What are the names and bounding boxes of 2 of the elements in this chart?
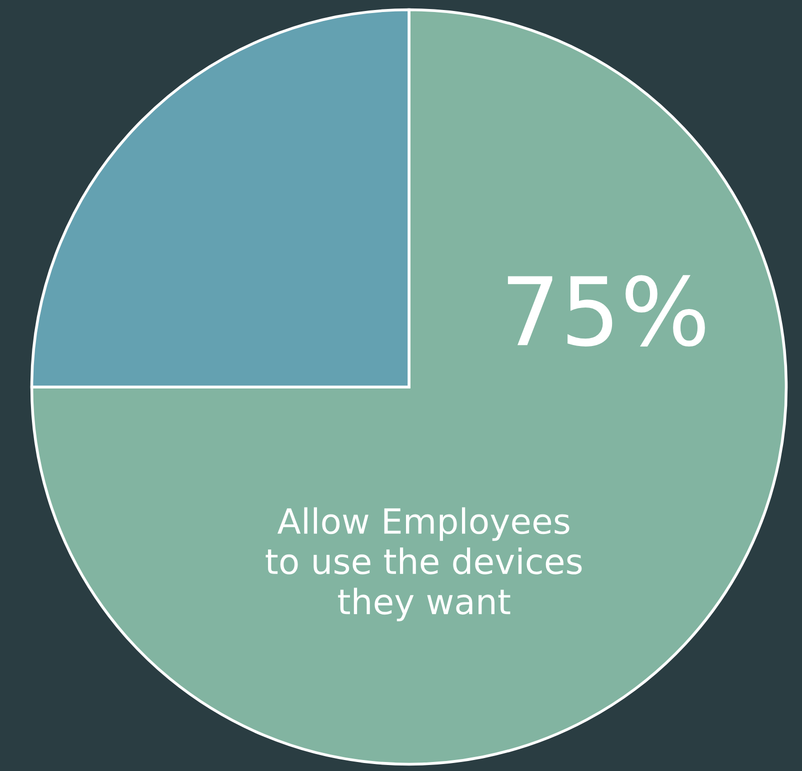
data-label: 75% (508, 275, 705, 347)
slice-label: Allow Employees to use the devices they want (266, 507, 582, 622)
